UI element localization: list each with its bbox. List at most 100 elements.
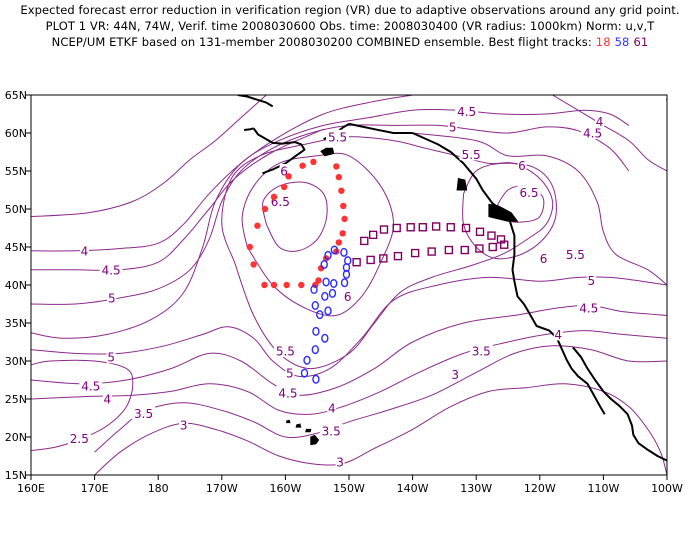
x-tick-label: 170W <box>206 482 238 495</box>
y-tick-label: 65N <box>5 89 27 102</box>
x-tick-label: 170E <box>81 482 109 495</box>
track-61-point <box>392 223 401 233</box>
track-58-point <box>330 245 339 255</box>
island <box>456 177 468 191</box>
x-tick-label: 120W <box>524 482 556 495</box>
contour-label: 3 <box>451 368 459 382</box>
coastline-layer <box>237 95 667 462</box>
track-61-point <box>461 223 471 233</box>
track-18-point <box>261 281 268 289</box>
contour-label: 2.5 <box>70 432 89 446</box>
y-tick-label: 25N <box>5 393 27 406</box>
contour-label: 5.5 <box>566 248 585 262</box>
contour-label: 5.5 <box>328 130 347 144</box>
contour-line-6-5 <box>262 181 328 252</box>
title-line-3-text: NCEP/UM ETKF based on 131-member 2008030… <box>51 35 592 49</box>
track-58-point <box>300 368 309 378</box>
contour-label-bg <box>107 290 117 304</box>
track-58-point <box>344 256 352 266</box>
contour-label-bg <box>79 243 89 257</box>
coastline <box>348 122 413 134</box>
track-58-point <box>322 277 330 287</box>
track-18-point <box>339 230 346 237</box>
track-58-point <box>340 247 348 257</box>
track-58-point <box>312 374 320 384</box>
island <box>286 419 291 424</box>
island <box>310 434 320 446</box>
track-58-point <box>324 250 332 260</box>
track-18-point <box>261 205 269 213</box>
title-block: Expected forecast error reduction in ver… <box>0 2 700 50</box>
track-18-point <box>246 243 253 251</box>
contour-label-bg <box>335 455 345 469</box>
track-18-point <box>285 173 292 180</box>
contour-line-5 <box>31 276 667 378</box>
y-tick-label: 40N <box>5 279 27 292</box>
contour-label-bg <box>581 126 605 139</box>
contour-label-bg <box>553 327 563 341</box>
contour-label: 4 <box>328 402 336 416</box>
track-61-point <box>393 251 403 261</box>
contour-label-bg <box>132 406 156 420</box>
contour-line-6 <box>241 152 395 317</box>
contour-label-bg <box>450 367 460 381</box>
y-tick-label: 50N <box>5 203 27 216</box>
track-18-point <box>280 183 288 191</box>
contour-label: 4.5 <box>457 105 476 119</box>
track-18-point <box>254 222 261 229</box>
contour-label: 4 <box>596 115 604 129</box>
track-18-point <box>270 281 278 289</box>
contour-label: 3.5 <box>472 345 491 359</box>
track-18-point <box>299 162 306 169</box>
coastline <box>237 95 274 108</box>
track-58-point <box>311 301 319 311</box>
track-18-point <box>298 281 305 289</box>
y-tick-label: 55N <box>5 165 27 178</box>
contour-label: 6 <box>344 290 352 304</box>
x-tick-label: 180 <box>148 482 169 495</box>
contour-label: 5.5 <box>276 345 295 359</box>
contour-line-4 <box>552 95 667 172</box>
contour-line-4 <box>31 95 413 252</box>
track-61-point <box>368 230 378 240</box>
contour-label-bg <box>563 247 587 261</box>
x-tick-label: 160E <box>17 482 45 495</box>
track-18-point <box>335 239 343 246</box>
contour-label: 5 <box>108 291 116 305</box>
track-61-point <box>475 227 485 237</box>
contour-label: 4 <box>81 244 89 258</box>
axis-ticks <box>26 94 668 480</box>
track-61-point <box>360 236 369 246</box>
title-line-2: PLOT 1 VR: 44N, 74W, Verif. time 2008030… <box>45 19 655 33</box>
y-tick-label: 15N <box>5 469 27 482</box>
contour-label-bg <box>459 147 483 161</box>
track-58-point <box>340 278 349 288</box>
contour-label: 6.5 <box>519 186 538 200</box>
coastline <box>243 127 254 131</box>
contour-label-bg <box>343 289 353 303</box>
x-tick-label: 130W <box>460 482 492 495</box>
y-tick-label: 20N <box>5 431 27 444</box>
axis-labels: 160E 170E 180 170W 160W 150W 140W 130W 120W 110W 1… <box>5 89 683 495</box>
track-61-point <box>444 245 454 255</box>
track-58-point <box>342 269 351 279</box>
contour-label: 5 <box>449 120 457 134</box>
track-61-point <box>379 225 389 234</box>
contour-label-bg <box>517 158 527 172</box>
contour-label-bg <box>455 104 479 118</box>
contour-label: 3.5 <box>322 424 341 438</box>
x-tick-label: 150W <box>333 482 365 495</box>
contour-label-bg <box>517 185 541 199</box>
track-label-61: 61 <box>633 35 649 49</box>
track-18-point <box>310 158 317 166</box>
contour-label-bg <box>595 114 605 128</box>
track-58-point <box>328 288 337 298</box>
track-58-point <box>310 285 318 295</box>
contour-line-4-5 <box>31 304 667 396</box>
plot-background <box>31 95 667 475</box>
track-61-point <box>379 254 388 263</box>
contour-label: 6 <box>280 165 288 179</box>
track-label-58: 58 <box>614 35 630 49</box>
contour-label-bg <box>79 379 103 393</box>
